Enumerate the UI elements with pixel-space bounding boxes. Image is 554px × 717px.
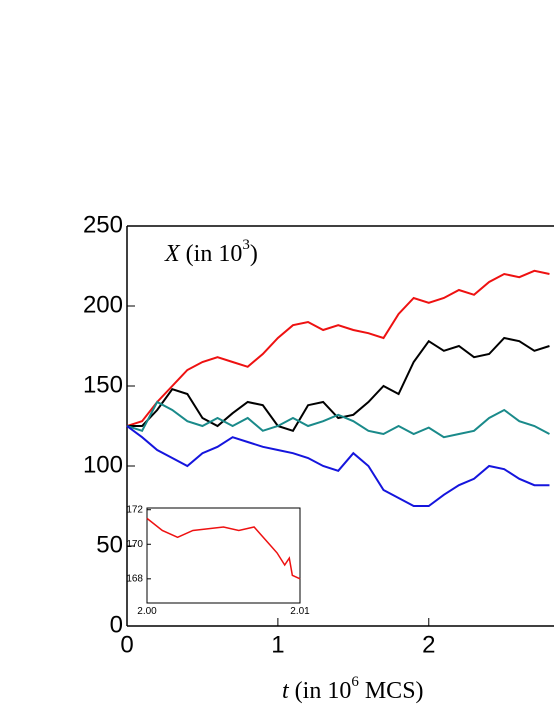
- y-tick-label: 170: [126, 539, 143, 550]
- annotation-text: (in 10: [180, 241, 243, 267]
- x-tick-label: 2: [422, 632, 435, 659]
- y-tick-label: 250: [83, 211, 123, 238]
- y-tick-label: 50: [96, 531, 123, 558]
- annotation-sup: 3: [242, 237, 250, 253]
- x-tick-label: 2.00: [137, 606, 157, 617]
- y-tick-label: 168: [126, 573, 143, 584]
- data-line: [126, 425, 550, 507]
- y-tick-label: 200: [83, 291, 123, 318]
- x-label-text: MCS): [359, 678, 424, 704]
- data-line: [126, 400, 550, 439]
- y-tick-label: 100: [83, 451, 123, 478]
- x-tick-label: 0: [120, 632, 133, 659]
- annotation-text: ): [250, 241, 258, 267]
- y-tick-label: 172: [126, 504, 143, 515]
- x-label-sup: 6: [351, 674, 359, 690]
- x-label-var: t: [282, 678, 290, 704]
- x-tick-label: 1: [271, 632, 284, 659]
- x-axis-label: t (in 106 MCS): [282, 674, 424, 703]
- x-tick-label: 2.01: [290, 606, 310, 617]
- data-line: [126, 269, 550, 427]
- y-tick-label: 0: [110, 611, 123, 638]
- inset-frame: [146, 507, 301, 604]
- y-tick-label: 150: [83, 371, 123, 398]
- x-label-text: (in 10: [289, 678, 352, 704]
- annotation-var: X: [164, 241, 181, 267]
- data-line: [127, 336, 550, 432]
- annotation: X (in 103): [164, 237, 258, 266]
- data-line: [146, 517, 301, 580]
